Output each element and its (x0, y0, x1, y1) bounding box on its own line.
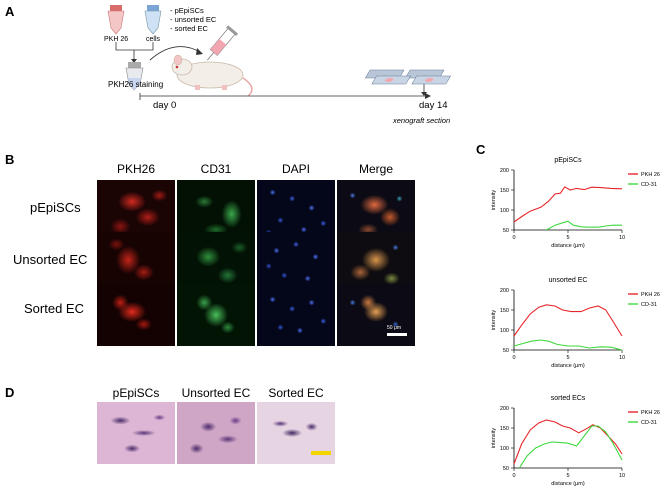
chart-title: unsorted EC (549, 277, 588, 284)
legend-label: PKH 26 (641, 292, 660, 298)
legend-label: CD-31 (641, 302, 657, 308)
micrograph-cd31-pepiscs (177, 180, 255, 242)
micrograph-dapi-unsorted (257, 232, 335, 294)
histology-pepiscs (97, 402, 175, 464)
legend-label: PKH 26 (641, 172, 660, 178)
x-tick-label: 0 (512, 355, 515, 361)
series-line-cd31 (518, 425, 623, 469)
series-line-pkh26 (513, 419, 623, 465)
y-axis-label: intensity (491, 428, 497, 448)
y-tick-label: 50 (503, 466, 509, 472)
y-tick-label: 150 (500, 426, 509, 432)
legend-label: CD-31 (641, 420, 657, 426)
col-label-pkh26: PKH26 (116, 162, 156, 176)
histo-label-sorted: Sorted EC (268, 386, 324, 400)
y-tick-label: 200 (500, 406, 509, 412)
micrograph-dapi-sorted (257, 284, 335, 346)
series-line-pkh26 (513, 304, 623, 337)
micrograph-merge-pepiscs (337, 180, 415, 242)
mouse-icon (171, 54, 253, 97)
micrograph-pkh26-unsorted (97, 232, 175, 294)
staining-label: PKH26 staining (108, 80, 164, 89)
x-tick-label: 5 (566, 355, 569, 361)
y-tick-label: 50 (503, 348, 509, 354)
legend-label: CD-31 (641, 182, 657, 188)
syringe-icon (207, 25, 239, 61)
tube2-label: cells (146, 36, 161, 43)
tube1-label: PKH 26 (104, 36, 129, 43)
scale-bar-label: 50 μm (387, 325, 401, 331)
y-axis-label: intensity (491, 190, 497, 210)
panel-letter-d: D (5, 385, 15, 400)
histo-label-pepiscs: pEpiSCs (112, 386, 160, 400)
section-label: xenograft section (393, 116, 451, 125)
y-tick-label: 150 (500, 188, 509, 194)
histology-unsorted (177, 402, 255, 464)
row-label-sorted-ec: Sorted EC (24, 301, 84, 316)
cell-list: - pEpiSCs - unsorted EC - sorted EC (170, 6, 216, 33)
x-tick-label: 0 (512, 235, 515, 241)
micrograph-pkh26-sorted (97, 284, 175, 346)
micrograph-cd31-unsorted (177, 232, 255, 294)
series-line-cd31 (513, 339, 623, 351)
y-tick-label: 100 (500, 328, 509, 334)
chart-title: pEpiSCs (554, 157, 582, 164)
cell-list-item: - pEpiSCs (170, 6, 204, 15)
col-label-merge: Merge (358, 162, 393, 176)
y-tick-label: 100 (500, 208, 509, 214)
micrograph-merge-unsorted (337, 232, 415, 294)
series-line-pkh26 (513, 186, 623, 223)
cell-list-item: - unsorted EC (170, 15, 217, 24)
legend-label: PKH 26 (641, 410, 660, 416)
row-label-unsorted-ec: Unsorted EC (13, 252, 88, 267)
y-tick-label: 100 (500, 446, 509, 452)
day0-label: day 0 (153, 100, 177, 111)
y-tick-label: 200 (500, 168, 509, 174)
panel-letter-c: C (476, 142, 486, 157)
y-axis-label: intensity (491, 310, 497, 330)
schematic-panel-a (107, 5, 452, 100)
x-axis-label: distance (μm) (551, 363, 585, 369)
x-axis-label: distance (μm) (551, 243, 585, 249)
histology-scale-bar (311, 451, 331, 455)
cells-tube-icon (144, 5, 162, 35)
col-label-cd31: CD31 (200, 162, 232, 176)
micrograph-pkh26-pepiscs (97, 180, 175, 242)
panel-letter-b: B (5, 152, 15, 167)
x-tick-label: 5 (566, 473, 569, 479)
slides-icon (364, 69, 452, 85)
y-tick-label: 200 (500, 288, 509, 294)
col-label-dapi: DAPI (281, 162, 310, 176)
x-axis-label: distance (μm) (551, 481, 585, 487)
x-tick-label: 0 (512, 473, 515, 479)
staining-tube-icon (125, 62, 144, 91)
panel-letter-a: A (5, 4, 15, 19)
y-tick-label: 50 (503, 228, 509, 234)
histology-sorted (257, 402, 335, 464)
cell-list-item: - sorted EC (170, 24, 208, 33)
y-tick-label: 150 (500, 308, 509, 314)
chart-title: sorted ECs (551, 395, 586, 402)
pkh26-tube-icon (107, 5, 125, 35)
micrograph-cd31-sorted (177, 284, 255, 346)
histo-label-unsorted: Unsorted EC (181, 386, 251, 400)
x-tick-label: 10 (619, 473, 625, 479)
series-line-cd31 (546, 220, 622, 231)
micrograph-merge-sorted: 50 μm (337, 284, 415, 346)
day14-label: day 14 (419, 100, 448, 111)
micrograph-dapi-pepiscs (257, 180, 335, 242)
x-tick-label: 10 (619, 355, 625, 361)
scale-bar (387, 333, 407, 336)
x-tick-label: 5 (566, 235, 569, 241)
row-label-pepiscs: pEpiSCs (30, 200, 81, 215)
x-tick-label: 10 (619, 235, 625, 241)
